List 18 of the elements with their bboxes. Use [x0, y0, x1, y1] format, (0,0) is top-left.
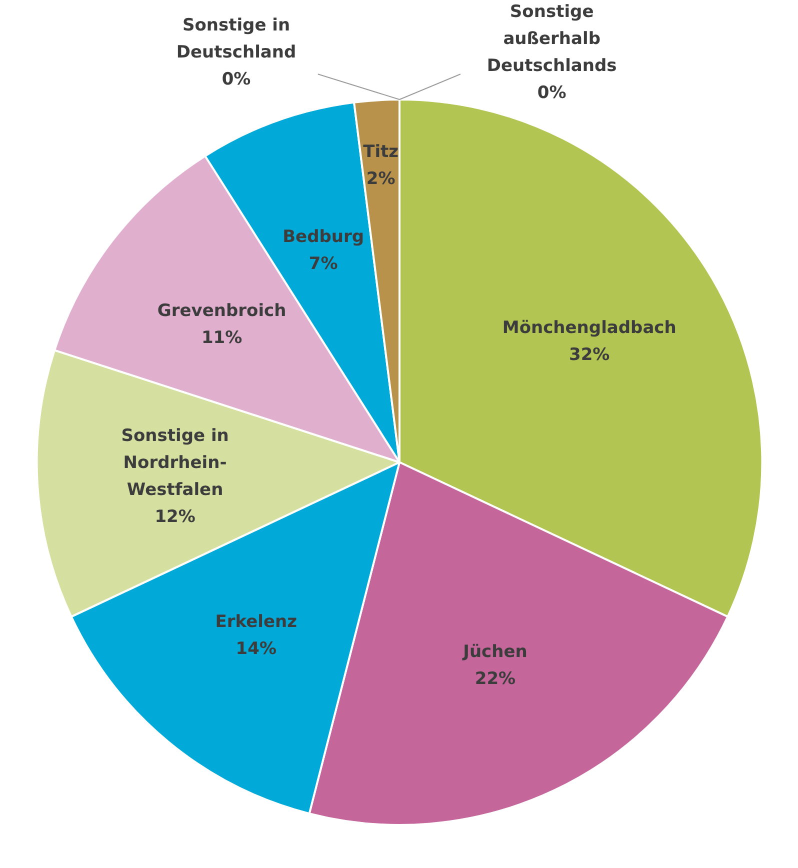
text: 0% [537, 82, 566, 103]
data-label: 32% [569, 345, 610, 366]
slice-label: Jüchen [462, 642, 528, 662]
data-label: 11% [201, 328, 242, 348]
data-label: 22% [474, 669, 516, 690]
category-label: Sonstige außerhalb Deutschlands [486, 2, 617, 76]
data-label: 7% [308, 254, 338, 274]
category-label: Sonstige in Deutschland [176, 15, 296, 62]
slice-label: Erkelenz [215, 612, 298, 632]
data-label: 14% [236, 639, 277, 660]
slice-label: Sonstige in Nordrhein-Westfalen [121, 426, 229, 500]
slice-label: Mönchengladbach [502, 318, 676, 338]
slice-label: Grevenbroich [157, 300, 286, 321]
data-label: 12% [154, 506, 196, 527]
slice-label: Titz [363, 142, 399, 162]
slice-label: Bedburg [282, 227, 364, 248]
text: 0% [222, 69, 251, 90]
data-label: 2% [366, 168, 396, 189]
